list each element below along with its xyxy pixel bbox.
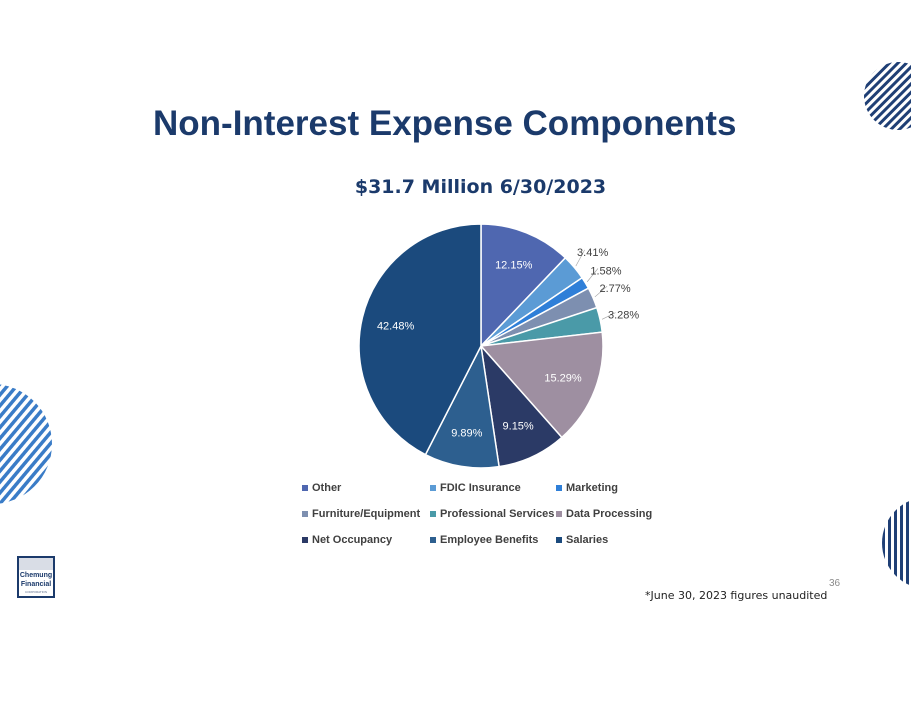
legend-swatch (556, 511, 562, 517)
footnote: *June 30, 2023 figures unaudited (645, 589, 828, 602)
logo-text-2: Financial (20, 581, 52, 588)
legend-label: Net Occupancy (312, 534, 393, 546)
logo-text-1: Chemung (19, 572, 53, 579)
chart-title: $31.7 Million 6/30/2023 (0, 176, 911, 198)
slide-title: Non-Interest Expense Components (153, 104, 737, 143)
pie-label: 9.89% (451, 428, 482, 440)
legend-label: FDIC Insurance (440, 482, 521, 494)
legend-item: Professional Services (430, 508, 554, 520)
legend-item: FDIC Insurance (430, 482, 521, 494)
pie-label: 42.48% (377, 320, 415, 332)
decorative-stripes (0, 62, 911, 586)
pie-label: 12.15% (495, 259, 533, 271)
legend-item: Employee Benefits (430, 534, 538, 546)
decor-circle-left (0, 384, 52, 504)
decor-circle-bottom-right (882, 500, 911, 586)
pie-label: 15.29% (544, 372, 582, 384)
legend-label: Other (312, 482, 342, 494)
leader-line (594, 286, 608, 298)
legend-label: Marketing (566, 482, 618, 494)
pie-slice-data-processing (479, 331, 604, 439)
pie-slices (358, 223, 604, 469)
legend-label: Data Processing (566, 508, 653, 520)
pie-slice-employee-benefits (424, 343, 500, 469)
leader-line (601, 312, 616, 320)
pie-slice-salaries (358, 223, 482, 456)
legend-label: Salaries (566, 534, 609, 546)
legend-swatch (430, 537, 436, 543)
legend-swatch (430, 511, 436, 517)
legend-swatch (302, 485, 308, 491)
pie-label: 3.41% (577, 247, 608, 259)
legend-item: Net Occupancy (302, 534, 392, 546)
pie-labels: 12.15% 3.41% 1.58% 2.77% 3.28% 15.29% 9.15% 9.8… (377, 247, 639, 440)
logo-text-3: CORPORATION (24, 590, 48, 594)
legend-swatch (302, 537, 308, 543)
legend-item: Salaries (556, 534, 608, 546)
page-number: 36 (829, 578, 841, 589)
legend-label: Furniture/Equipment (312, 508, 421, 520)
legend-item: Marketing (556, 482, 618, 494)
legend-label: Employee Benefits (440, 534, 539, 546)
pie-label: 1.58% (590, 265, 621, 277)
pie-label: 9.15% (503, 421, 534, 433)
legend-label: Professional Services (440, 508, 555, 520)
legend-swatch (430, 485, 436, 491)
legend-item: Data Processing (556, 508, 652, 520)
pie-label: 2.77% (599, 283, 630, 295)
legend-swatch (556, 485, 562, 491)
leader-line (575, 249, 585, 267)
pie-label: 3.28% (608, 310, 639, 322)
legend-swatch (302, 511, 308, 517)
pie-slice-other (480, 223, 567, 348)
company-logo: Chemung Financial CORPORATION (17, 556, 55, 598)
leader-line (586, 268, 599, 283)
legend-swatch (556, 537, 562, 543)
chart-title-text: $31.7 Million 6/30/2023 (354, 176, 607, 198)
logo-band (19, 558, 53, 570)
legend-item: Other (302, 482, 341, 494)
decor-circle-top-right (864, 62, 911, 130)
legend-item: Furniture/Equipment (302, 508, 420, 520)
